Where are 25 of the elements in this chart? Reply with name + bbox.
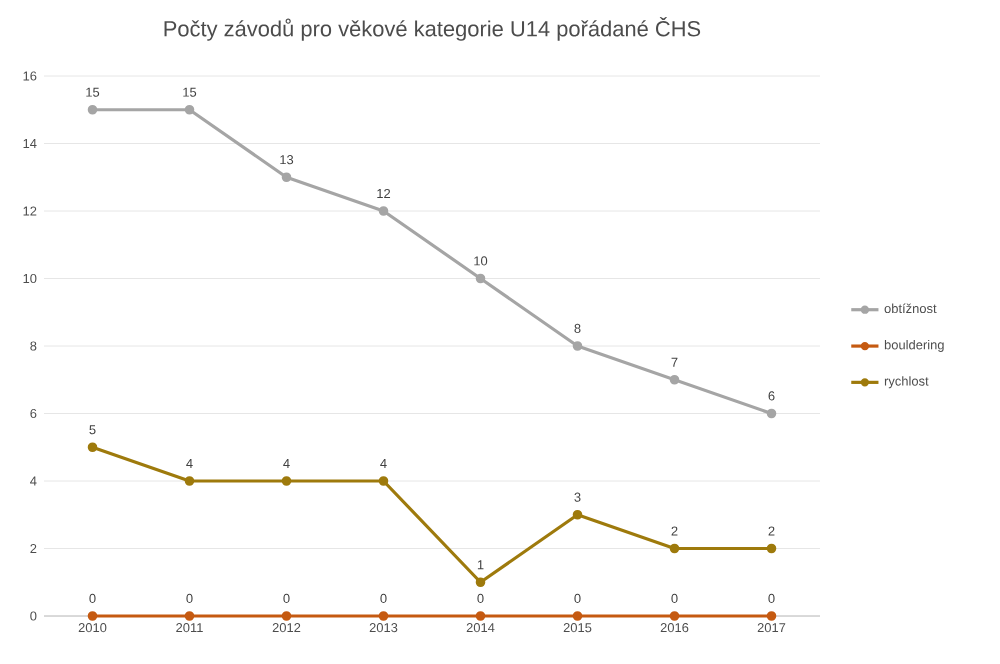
point (669, 543, 680, 554)
point (87, 104, 98, 115)
point (378, 476, 389, 486)
point (669, 374, 680, 385)
point (184, 104, 195, 115)
point (475, 273, 486, 284)
point (378, 611, 389, 621)
point (572, 611, 583, 621)
point (669, 611, 680, 621)
point (281, 476, 292, 486)
point (378, 206, 389, 216)
point (281, 611, 292, 621)
point (475, 611, 486, 621)
chart-title: Počty závodů pro věkové kategorie U14 pořádané ČHS (164, 17, 701, 41)
point (766, 611, 777, 621)
point (766, 408, 777, 419)
point (572, 341, 583, 351)
point (766, 543, 777, 554)
point (572, 509, 583, 520)
point (475, 577, 486, 588)
point (184, 611, 195, 621)
point (87, 442, 98, 453)
point (184, 476, 195, 486)
point (281, 172, 292, 183)
point (87, 611, 98, 621)
